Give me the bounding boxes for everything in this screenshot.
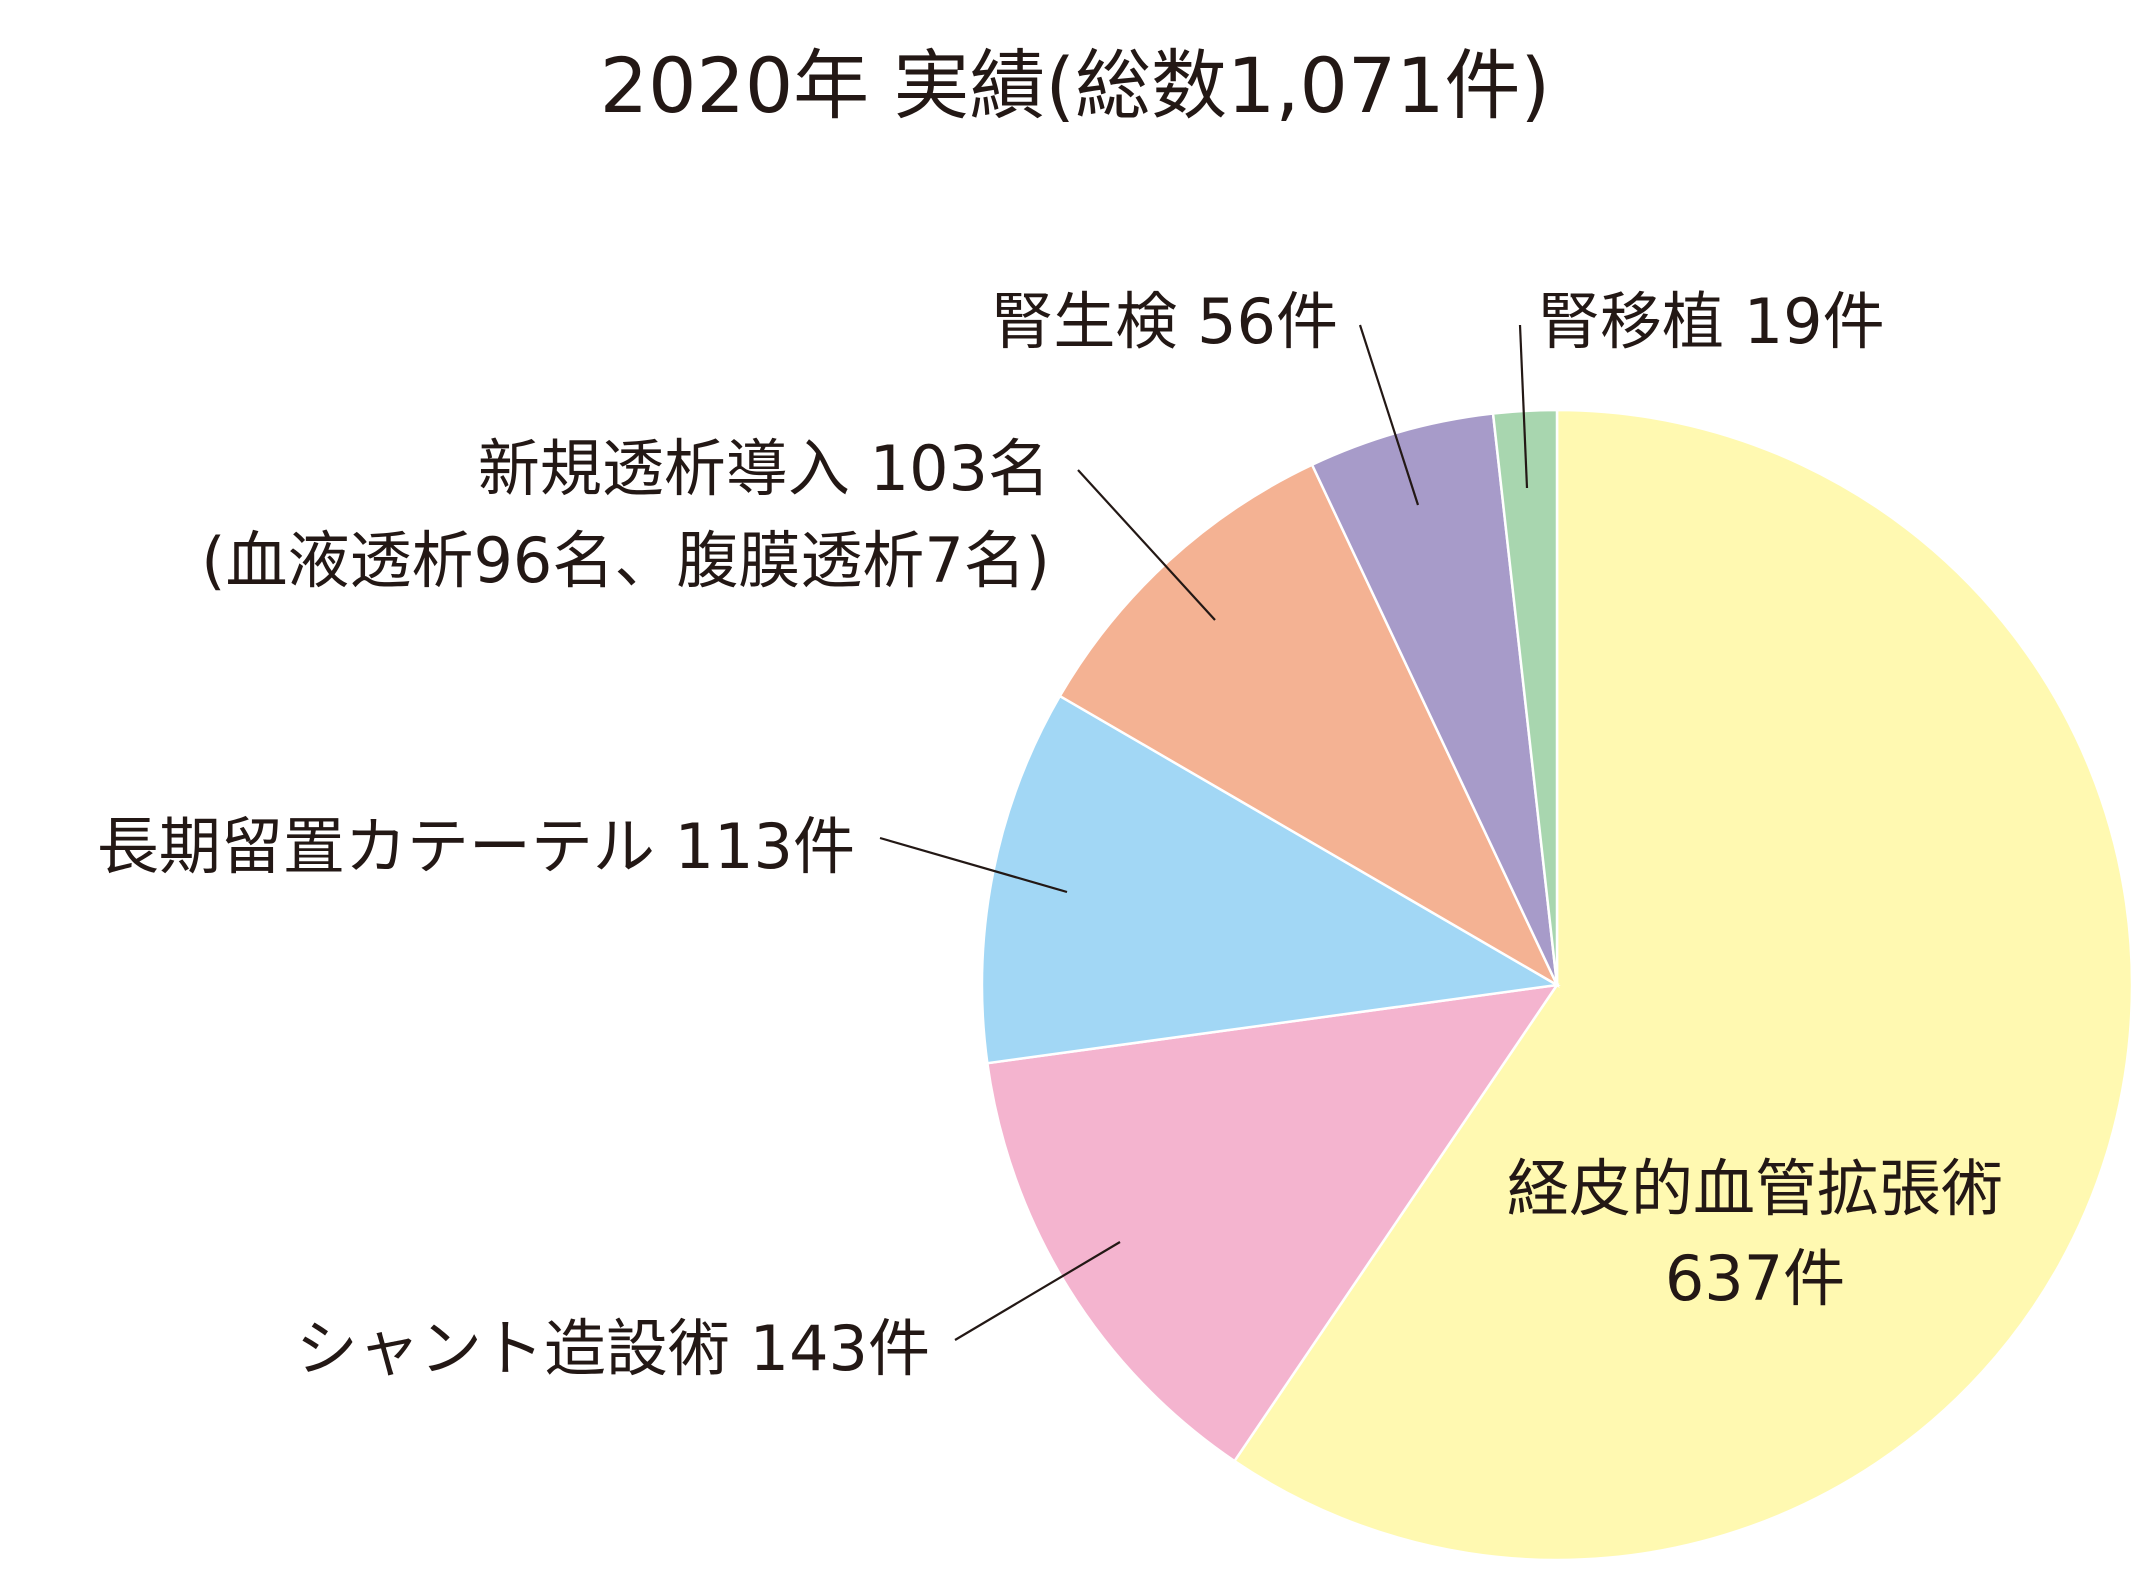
slice-pta (1232, 408, 2134, 1562)
chart-title: 2020年 実績(総数1,071件) (600, 41, 1550, 130)
leader-catheter (879, 836, 1068, 894)
slice-biopsy (1310, 412, 1559, 986)
slice-sublabel-dialysis: (血液透析96名、腹膜透析7名) (201, 524, 1050, 597)
slice-label-dialysis: 新規透析導入 103名 (478, 432, 1050, 505)
slice-label-shunt: シャント造設術 143件 (296, 1312, 930, 1385)
leader-dialysis (1077, 469, 1216, 621)
pie-slices (980, 408, 2134, 1562)
slice-label-catheter: 長期留置カテーテル 113件 (97, 810, 855, 883)
slice-catheter (980, 694, 1561, 1065)
slice-dialysis (1058, 463, 1560, 989)
slice-label-transplant: 腎移植 19件 (1538, 285, 1885, 358)
leader-lines (879, 324, 1529, 1341)
slice-shunt (985, 983, 1560, 1463)
slice-value-pta: 637件 (1665, 1242, 1845, 1315)
leader-biopsy (1358, 324, 1420, 506)
leader-shunt (954, 1241, 1121, 1341)
slice-transplant (1491, 408, 1559, 986)
slice-label-pta: 経皮的血管拡張術 (1507, 1152, 2003, 1225)
leader-transplant (1518, 324, 1529, 489)
slice-label-biopsy: 腎生検 56件 (991, 285, 1338, 358)
